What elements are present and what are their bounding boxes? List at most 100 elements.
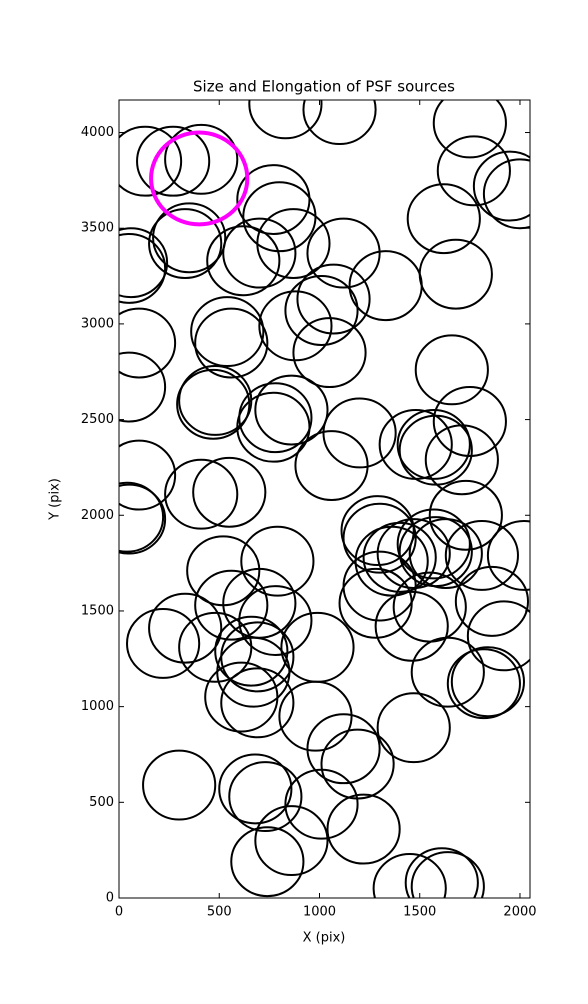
source-ellipse bbox=[152, 202, 227, 274]
source-ellipse bbox=[348, 250, 423, 322]
source-ellipse bbox=[194, 569, 269, 641]
source-ellipse bbox=[119, 351, 167, 423]
source-ellipse bbox=[284, 275, 359, 346]
source-ellipse bbox=[176, 368, 251, 440]
source-ellipse bbox=[126, 608, 201, 679]
source-ellipse bbox=[256, 208, 331, 279]
source-ellipse bbox=[136, 125, 211, 197]
source-ellipse bbox=[294, 430, 369, 501]
y-tick-label: 3500 bbox=[81, 221, 114, 236]
source-ellipse bbox=[119, 232, 167, 304]
source-ellipse bbox=[482, 158, 530, 230]
source-ellipse bbox=[194, 307, 269, 379]
source-ellipse bbox=[306, 217, 381, 289]
source-ellipse bbox=[278, 680, 353, 752]
source-ellipse bbox=[340, 495, 415, 567]
source-ellipse bbox=[142, 749, 217, 821]
source-ellipse bbox=[338, 567, 413, 639]
source-ellipse bbox=[206, 225, 281, 297]
y-tick-label: 4000 bbox=[81, 125, 114, 140]
source-ellipse bbox=[410, 851, 485, 898]
chart-title: Size and Elongation of PSF sources bbox=[193, 78, 455, 96]
source-ellipse bbox=[306, 713, 381, 785]
source-ellipse bbox=[418, 238, 493, 310]
source-ellipse bbox=[354, 525, 429, 597]
source-ellipse bbox=[414, 334, 489, 406]
source-ellipse bbox=[322, 397, 397, 469]
source-ellipse bbox=[222, 217, 297, 289]
source-ellipse bbox=[119, 227, 169, 299]
source-ellipse bbox=[292, 317, 367, 389]
x-axis-label: X (pix) bbox=[303, 931, 346, 946]
source-ellipse bbox=[148, 208, 223, 279]
source-ellipse bbox=[254, 805, 329, 877]
source-ellipse bbox=[428, 479, 503, 551]
x-tick-label: 1500 bbox=[403, 905, 436, 920]
source-ellipse bbox=[392, 571, 467, 643]
y-tick-label: 0 bbox=[106, 891, 114, 906]
source-ellipse bbox=[119, 481, 165, 553]
source-ellipse bbox=[218, 753, 293, 825]
source-ellipse bbox=[404, 847, 479, 898]
source-ellipse bbox=[284, 768, 359, 840]
source-ellipse bbox=[326, 793, 401, 865]
source-ellipse bbox=[214, 615, 289, 687]
source-ellipse bbox=[302, 100, 377, 146]
y-axis-label: Y (pix) bbox=[48, 478, 63, 521]
source-ellipse bbox=[410, 636, 485, 708]
source-ellipse bbox=[454, 565, 529, 637]
source-ellipse bbox=[164, 458, 239, 530]
source-ellipse bbox=[436, 135, 511, 207]
source-ellipse bbox=[190, 296, 265, 367]
x-tick-label: 1000 bbox=[303, 905, 336, 920]
source-ellipse bbox=[178, 611, 253, 683]
source-ellipse bbox=[424, 424, 499, 496]
x-tick-label: 0 bbox=[115, 905, 123, 920]
y-tick-label: 1500 bbox=[81, 603, 114, 618]
source-ellipse bbox=[486, 520, 530, 591]
source-ellipse bbox=[376, 692, 451, 764]
source-ellipse bbox=[320, 728, 395, 800]
source-ellipse bbox=[254, 374, 329, 446]
source-ellipse bbox=[444, 520, 519, 591]
source-ellipse bbox=[204, 661, 279, 733]
y-tick-label: 500 bbox=[89, 795, 114, 810]
y-tick-label: 3000 bbox=[81, 316, 114, 331]
source-ellipse bbox=[372, 852, 447, 898]
plot-area bbox=[119, 100, 530, 898]
source-ellipse bbox=[258, 290, 333, 362]
source-ellipse bbox=[396, 409, 471, 480]
source-ellipse bbox=[342, 502, 417, 574]
source-ellipse bbox=[362, 521, 437, 593]
source-ellipse bbox=[119, 307, 177, 379]
source-ellipse bbox=[446, 648, 521, 720]
source-ellipse bbox=[148, 592, 223, 664]
source-ellipse bbox=[432, 386, 507, 457]
source-ellipse bbox=[466, 600, 530, 672]
source-ellipse bbox=[374, 590, 449, 662]
source-ellipse bbox=[149, 130, 250, 227]
y-tick-label: 2000 bbox=[81, 508, 114, 523]
source-ellipse bbox=[450, 646, 525, 718]
source-ellipse bbox=[230, 826, 305, 898]
source-ellipse bbox=[408, 518, 483, 589]
source-ellipse bbox=[248, 100, 323, 140]
source-ellipse bbox=[296, 263, 371, 335]
plot-frame bbox=[118, 99, 531, 899]
source-ellipse bbox=[192, 456, 267, 528]
y-tick-label: 2500 bbox=[81, 412, 114, 427]
source-ellipse bbox=[240, 525, 315, 597]
source-ellipse bbox=[236, 391, 311, 463]
source-ellipse bbox=[406, 183, 481, 255]
x-tick-label: 500 bbox=[207, 905, 232, 920]
source-ellipse bbox=[396, 508, 471, 580]
source-ellipse bbox=[119, 483, 167, 555]
source-ellipse bbox=[119, 125, 183, 197]
source-ellipse bbox=[236, 164, 311, 235]
source-ellipse bbox=[228, 761, 303, 833]
x-tick-label: 2000 bbox=[503, 905, 536, 920]
source-ellipse bbox=[472, 150, 530, 222]
source-ellipse bbox=[164, 123, 239, 195]
source-ellipse bbox=[432, 100, 507, 159]
